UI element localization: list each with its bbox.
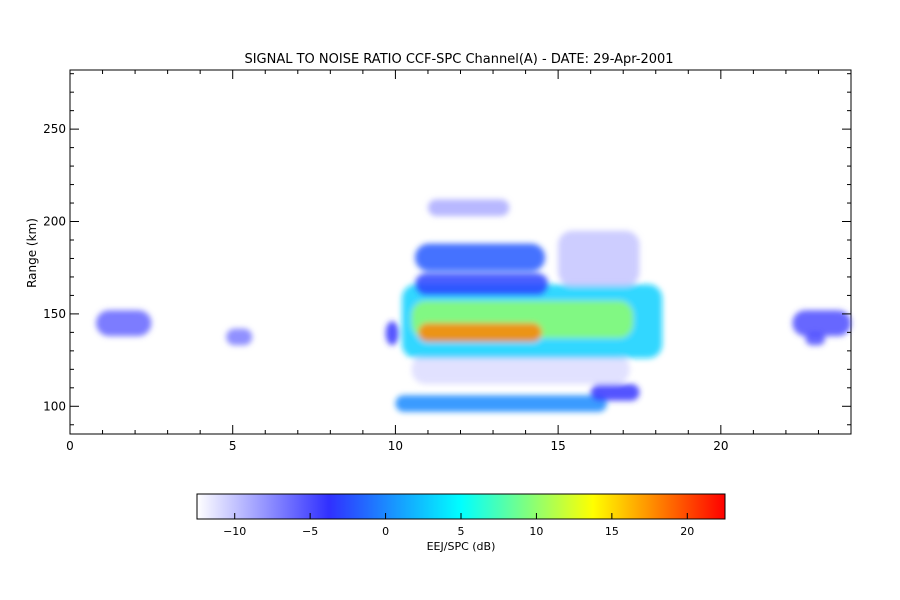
x-tick-label: 10 <box>388 439 403 453</box>
echo-region <box>226 328 253 346</box>
colorbar-tick-label: −5 <box>302 525 318 538</box>
echo-region <box>427 199 510 216</box>
colorbar-ticks: −10 −5 0 5 10 15 20 <box>223 513 694 538</box>
echo-region <box>590 384 640 401</box>
echo-layer <box>96 199 851 412</box>
colorbar: −10 −5 0 5 10 15 20 EEJ/SPC (dB) <box>196 493 726 553</box>
colorbar-tick-label: −10 <box>223 525 246 538</box>
x-tick-label: 0 <box>66 439 74 453</box>
plot-area: 0 5 10 15 20 100 150 200 250 <box>43 69 852 453</box>
y-tick-label: 150 <box>43 307 66 321</box>
x-tick-label: 15 <box>550 439 565 453</box>
colorbar-tick-label: 0 <box>382 525 389 538</box>
x-axis: 0 5 10 15 20 <box>66 70 852 453</box>
echo-region <box>414 273 549 296</box>
y-axis-label: Range (km) <box>25 218 39 288</box>
colorbar-tick-label: 5 <box>458 525 465 538</box>
echo-region <box>385 321 399 346</box>
y-tick-label: 200 <box>43 215 66 229</box>
echo-region <box>411 354 630 385</box>
echo-region <box>414 243 546 272</box>
y-tick-label: 250 <box>43 122 66 136</box>
echo-region <box>418 323 542 342</box>
colorbar-tick-label: 15 <box>605 525 619 538</box>
y-tick-label: 100 <box>43 399 66 413</box>
colorbar-tick-label: 20 <box>680 525 694 538</box>
x-tick-label: 20 <box>713 439 728 453</box>
echo-region <box>96 310 152 337</box>
x-tick-label: 5 <box>229 439 237 453</box>
colorbar-label: EEJ/SPC (dB) <box>427 540 496 553</box>
y-axis: 100 150 200 250 <box>43 73 851 426</box>
chart-title: SIGNAL TO NOISE RATIO CCF-SPC Channel(A)… <box>244 52 673 67</box>
colorbar-tick-label: 10 <box>529 525 543 538</box>
echo-region <box>395 395 607 412</box>
echo-region <box>792 310 851 337</box>
echo-region <box>558 230 640 287</box>
echo-region <box>805 332 825 346</box>
